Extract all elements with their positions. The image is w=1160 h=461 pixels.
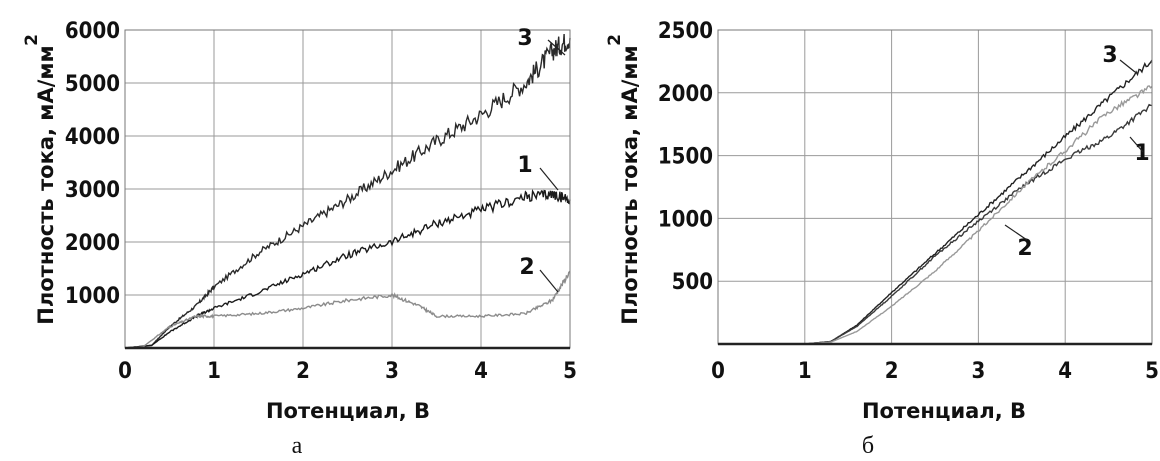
x-tick-label: 4 (474, 359, 488, 384)
series-line-3 (124, 33, 571, 349)
y-tick-label: 4000 (65, 125, 120, 150)
y-tick-label: 2500 (658, 19, 713, 44)
ticks-b: 0 1 2 3 4 5 500 1000 1500 2000 2500 (658, 19, 1159, 384)
x-tick-label: 5 (563, 359, 577, 384)
series-line-1 (124, 189, 571, 349)
x-axis-label-b: Потенциал, В (862, 399, 1026, 423)
y-tick-label: 500 (672, 270, 713, 295)
curve-labels-b: 312 (1004, 43, 1150, 261)
plot-frame (717, 29, 1153, 345)
series-group-b (718, 59, 1153, 345)
y-tick-label: 1500 (658, 145, 713, 170)
y-tick-label: 1000 (65, 284, 120, 309)
y-tick-label: 2000 (658, 82, 713, 107)
curve-leader-2 (539, 269, 559, 293)
x-tick-label: 4 (1058, 359, 1072, 384)
x-tick-label: 2 (885, 359, 899, 384)
y-axis-label-superscript-a: 2 (22, 34, 42, 46)
series-line-3 (718, 59, 1153, 345)
caption-a: а (292, 433, 303, 459)
y-tick-label: 1000 (658, 207, 713, 232)
axes-a (124, 29, 571, 350)
series-group-a (124, 33, 571, 349)
curve-label-1: 1 (517, 153, 532, 178)
x-tick-label: 0 (118, 359, 132, 384)
x-tick-label: 1 (798, 359, 812, 384)
curve-label-2: 2 (519, 255, 534, 280)
grid-b (717, 29, 1153, 344)
chart-panel-b: 0 1 2 3 4 5 500 1000 1500 2000 2500 312 Потенциал,… (605, 19, 1159, 459)
series-line-2 (718, 85, 1153, 345)
curve-labels-a: 3 1 2 (517, 26, 566, 293)
ticks-a: 0 1 2 3 4 5 1000 2000 3000 4000 5000 6000 (65, 19, 577, 384)
chart-panel-a: 0 1 2 3 4 5 1000 2000 3000 4000 5000 6000 3 1 2 Потен… (22, 19, 577, 459)
series-line-2 (125, 270, 571, 349)
axes-b (717, 29, 1153, 346)
curve-leader-3 (1119, 59, 1136, 73)
x-tick-label: 0 (711, 359, 725, 384)
y-tick-label: 6000 (65, 19, 120, 44)
curve-leader-1 (539, 167, 559, 191)
curve-label-3: 3 (1102, 43, 1117, 68)
curve-leader-3 (547, 39, 566, 56)
y-tick-label: 2000 (65, 231, 120, 256)
y-axis-label-b: Плотность тока, мА/мм (618, 45, 642, 324)
curve-leader-2 (1004, 224, 1028, 241)
caption-b: б (862, 433, 874, 459)
y-tick-label: 5000 (65, 72, 120, 97)
y-axis-label-a: Плотность тока, мА/мм (34, 45, 58, 324)
curve-leader-1 (1129, 136, 1144, 153)
x-tick-label: 3 (385, 359, 399, 384)
y-tick-label: 3000 (65, 178, 120, 203)
x-axis-label-a: Потенциал, В (266, 399, 430, 423)
x-tick-label: 2 (296, 359, 310, 384)
x-tick-label: 1 (207, 359, 221, 384)
x-tick-label: 3 (972, 359, 986, 384)
y-axis-label-superscript-b: 2 (605, 34, 625, 46)
series-line-1 (718, 103, 1153, 345)
x-tick-label: 5 (1145, 359, 1159, 384)
curve-label-3: 3 (517, 26, 532, 51)
curve-label-2: 2 (1017, 236, 1032, 261)
